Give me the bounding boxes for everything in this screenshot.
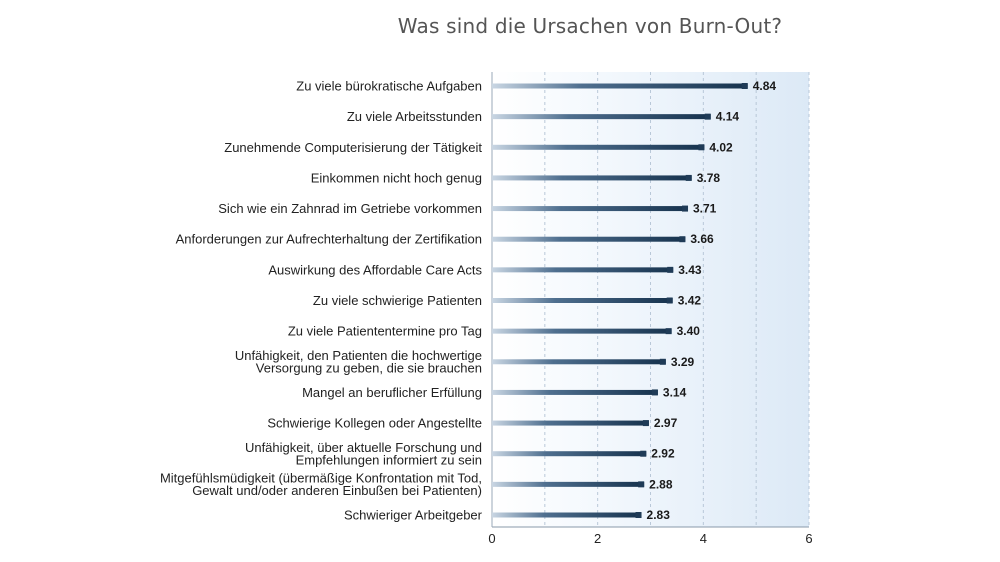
bar-end [682, 205, 689, 212]
bar-end [659, 358, 666, 365]
bar [492, 175, 692, 181]
category-label: Schwieriger Arbeitgeber [344, 508, 483, 523]
x-tick-label: 2 [594, 531, 601, 546]
category-label: Zu viele Patiententermine pro Tag [288, 324, 482, 339]
bar-end [679, 236, 686, 243]
category-label: Zu viele bürokratische Aufgaben [296, 79, 482, 94]
bar-end [640, 450, 647, 457]
bar-end [638, 481, 645, 488]
value-label: 2.97 [654, 416, 678, 430]
value-label: 3.40 [677, 324, 701, 338]
value-label: 2.92 [651, 447, 675, 461]
bar [492, 114, 711, 120]
category-label: Auswirkung des Affordable Care Acts [268, 262, 482, 277]
bar-end [704, 113, 711, 120]
bar [492, 451, 647, 457]
bar [492, 298, 673, 303]
bar [492, 236, 686, 242]
x-tick-label: 0 [488, 531, 495, 546]
value-label: 3.29 [671, 355, 695, 369]
value-label: 3.42 [678, 294, 702, 308]
bar [492, 267, 674, 273]
value-label: 3.71 [693, 202, 717, 216]
value-labels: 4.84 4.14 4.02 3.78 3.71 3.66 3.43 3.42 3.40 3.29… [647, 79, 777, 522]
bar-end [698, 144, 705, 151]
value-label: 3.14 [663, 385, 687, 399]
category-label: Schwierige Kollegen oder Angestellte [267, 416, 482, 431]
value-label: 2.88 [649, 477, 673, 491]
value-label: 4.14 [716, 110, 740, 124]
value-label: 3.43 [678, 263, 702, 277]
category-label: Sich wie ein Zahnrad im Getriebe vorkomm… [218, 201, 482, 216]
x-tick-labels: 0 2 4 6 [488, 531, 812, 546]
chart-title: Was sind die Ursachen von Burn-Out? [397, 14, 783, 38]
bars [492, 83, 748, 518]
bar [492, 206, 689, 212]
category-label: Anforderungen zur Aufrechterhaltung der … [176, 232, 482, 247]
bar-end [635, 512, 642, 518]
value-label: 3.66 [690, 232, 714, 246]
bar [492, 420, 649, 426]
category-label: Mangel an beruflicher Erfüllung [302, 385, 482, 400]
category-labels: Zu viele bürokratische Aufgaben Zu viele … [160, 79, 483, 523]
category-label: Einkommen nicht hoch genug [311, 170, 482, 185]
bar-end [667, 266, 674, 273]
bar-end [666, 297, 673, 304]
x-tick-label: 6 [805, 531, 812, 546]
category-label: Zu viele Arbeitsstunden [347, 109, 482, 124]
bar-end [665, 328, 672, 335]
bar [492, 512, 642, 518]
bar-end [642, 420, 649, 427]
bar-end [651, 389, 658, 396]
value-label: 3.78 [697, 171, 721, 185]
x-tick-label: 4 [700, 531, 707, 546]
bar [492, 83, 748, 89]
value-label: 2.83 [647, 508, 671, 522]
bar [492, 389, 658, 395]
category-label: Mitgefühlsmüdigkeit (übermäßige Konfront… [160, 471, 482, 499]
value-label: 4.84 [753, 79, 777, 93]
category-label: Zu viele schwierige Patienten [313, 293, 482, 308]
bar [492, 328, 672, 334]
bar [492, 359, 666, 365]
category-label: Zunehmende Computerisierung der Tätigkei… [224, 140, 482, 155]
bar [492, 144, 705, 150]
grid-lines [544, 72, 810, 527]
bar-end [685, 174, 692, 181]
value-label: 4.02 [709, 140, 733, 154]
bar-end [741, 83, 748, 89]
category-label: Unfähigkeit, den Patienten die hochwerti… [235, 348, 482, 376]
bar [492, 481, 645, 487]
category-label: Unfähigkeit, über aktuelle Forschung und… [245, 440, 482, 468]
